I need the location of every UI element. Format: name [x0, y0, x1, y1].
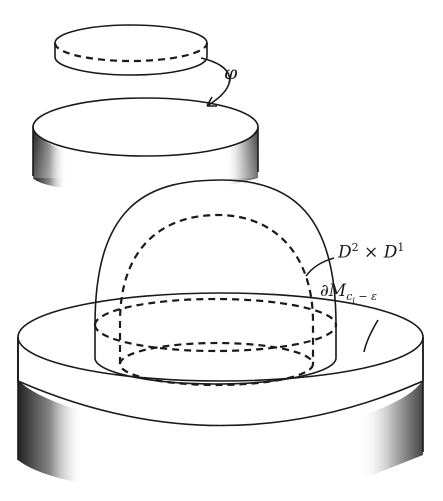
attaching-map-label: φ [224, 62, 238, 84]
bottom-cylinder [17, 292, 424, 488]
boundary-label: ∂Mci − ε [320, 281, 378, 306]
label-leaders [305, 257, 379, 353]
handle-label: D2 × D1 [338, 241, 405, 263]
top-cylinder [32, 97, 259, 190]
handle-dome [93, 179, 338, 387]
small-disk [53, 24, 209, 76]
attaching-map-arrow [200, 57, 231, 107]
